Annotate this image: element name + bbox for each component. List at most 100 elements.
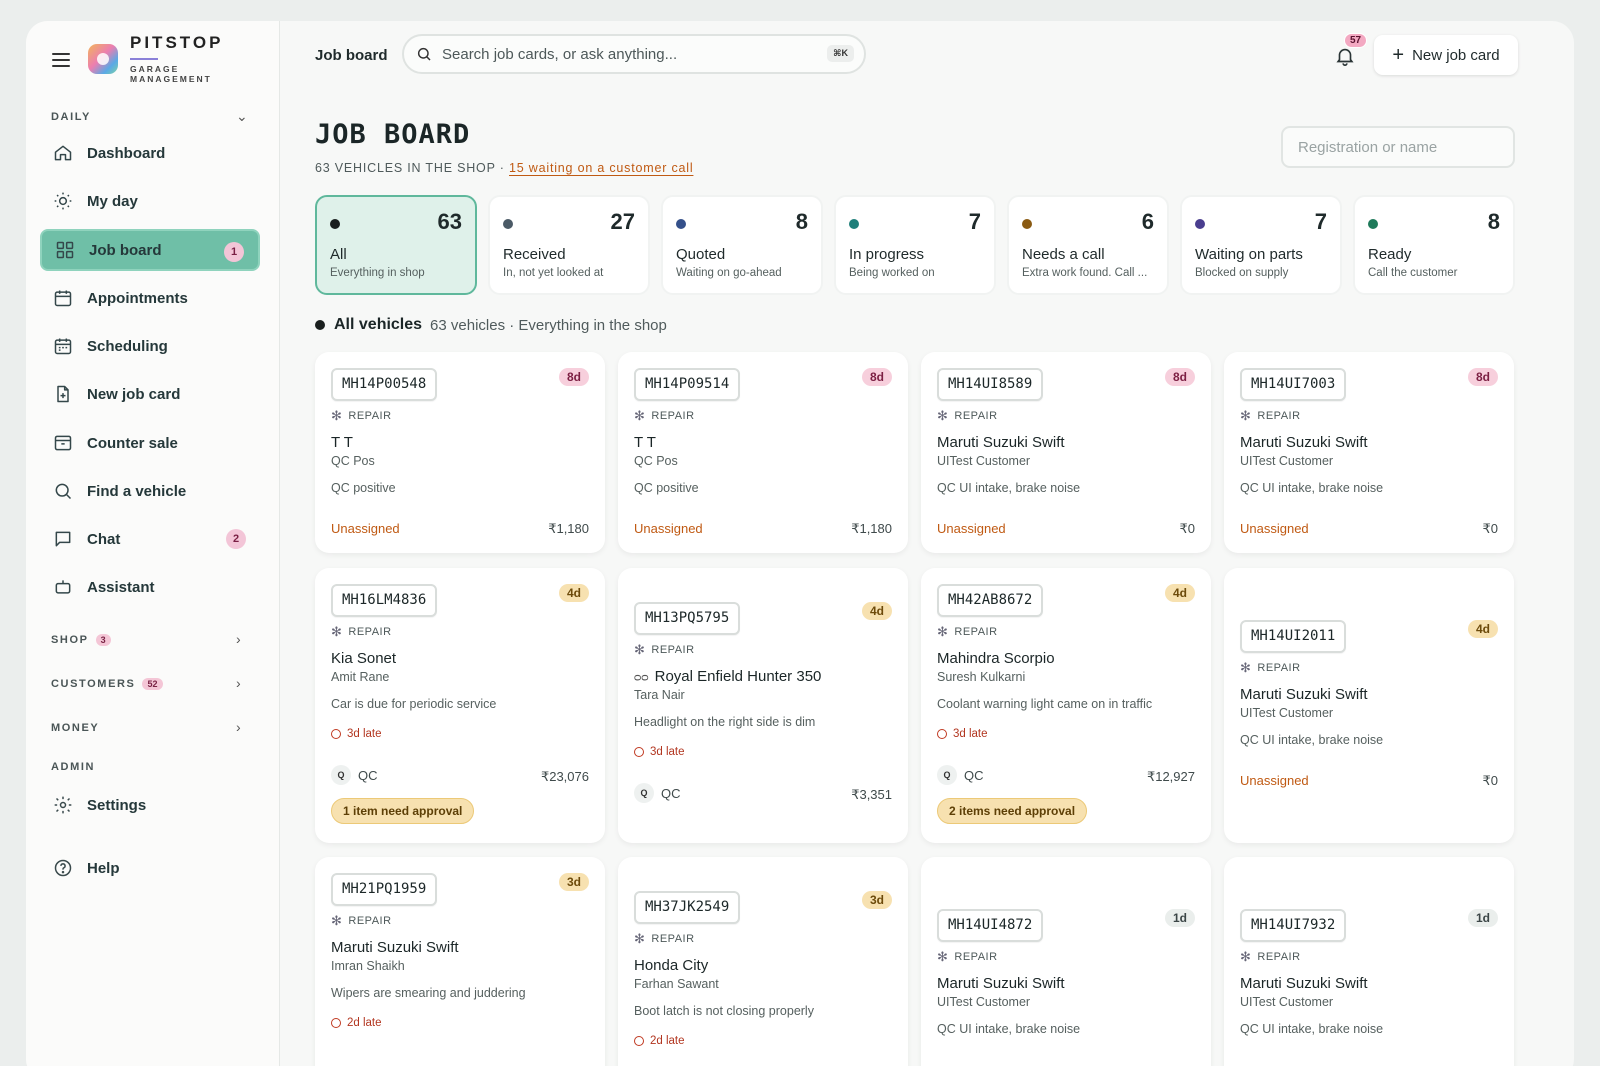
- job-card[interactable]: MH14UI7003 8d ✻ REPAIR Maruti Suzuki Swift UI…: [1224, 352, 1514, 553]
- age-badge: 8d: [1467, 368, 1498, 386]
- stat-filter-all[interactable]: 63 All Everything in shop: [315, 195, 477, 295]
- sidebar-item-label: Scheduling: [87, 337, 168, 355]
- sidebar-item-label: Find a vehicle: [87, 482, 187, 500]
- assignee-status[interactable]: Unassigned: [634, 521, 703, 536]
- sidebar-item-assistant[interactable]: Assistant: [40, 566, 260, 608]
- late-indicator: 3d late: [634, 746, 685, 758]
- sidebar-item-dashboard[interactable]: Dashboard: [40, 132, 260, 174]
- job-issue: QC UI intake, brake noise: [937, 481, 1081, 495]
- sidebar-item-find-a-vehicle[interactable]: Find a vehicle: [40, 470, 260, 512]
- job-amount: ₹1,180: [548, 521, 589, 536]
- sidebar-item-counter-sale[interactable]: Counter sale: [40, 422, 260, 464]
- job-card[interactable]: MH13PQ5795 4d ✻ REPAIR ᴑᴑ Royal Enfield Hunte…: [618, 568, 908, 843]
- job-issue: Boot latch is not closing properly: [634, 1004, 814, 1018]
- menu-icon[interactable]: [52, 53, 70, 67]
- section-money[interactable]: MONEY: [51, 722, 99, 734]
- stat-filter-needs-a-call[interactable]: 6 Needs a call Extra work found. Call ...: [1007, 195, 1169, 295]
- stat-filter-ready[interactable]: 8 Ready Call the customer: [1353, 195, 1515, 295]
- job-card[interactable]: MH14UI2011 4d ✻ REPAIR Maruti Suzuki Swift UI…: [1224, 568, 1514, 843]
- job-issue: Coolant warning light came on in traffic: [937, 697, 1153, 711]
- job-card[interactable]: MH14UI7932 1d ✻ REPAIR Maruti Suzuki Swift UI…: [1224, 857, 1514, 1066]
- vehicle-name: Kia Sonet: [331, 650, 396, 667]
- license-plate: MH37JK2549: [634, 891, 741, 924]
- technician: Q QC: [331, 765, 378, 785]
- job-type-label: REPAIR: [954, 626, 998, 638]
- job-card[interactable]: MH14P00548 8d ✻ REPAIR T T QC Pos QC positive U…: [315, 352, 605, 553]
- repair-icon: ✻: [634, 931, 646, 946]
- license-plate: MH14P00548: [331, 368, 438, 401]
- page-subtitle: 63 VEHICLES IN THE SHOP · 15 waiting on …: [315, 161, 693, 175]
- approval-badge[interactable]: 2 items need approval: [937, 798, 1088, 824]
- assignee-status[interactable]: Unassigned: [1240, 521, 1309, 536]
- bell-icon[interactable]: [1334, 45, 1356, 67]
- job-card[interactable]: MH14UI8589 8d ✻ REPAIR Maruti Suzuki Swift UI…: [921, 352, 1211, 553]
- license-plate: MH14P09514: [634, 368, 741, 401]
- gear-icon: [52, 794, 74, 816]
- chevron-right-icon[interactable]: ›: [236, 675, 241, 691]
- age-badge: 4d: [1467, 620, 1498, 638]
- vehicle-name-text: Maruti Suzuki Swift: [331, 939, 459, 956]
- waiting-call-link[interactable]: 15 waiting on a customer call: [509, 161, 694, 175]
- stat-filter-received[interactable]: 27 Received In, not yet looked at: [488, 195, 650, 295]
- section-shop[interactable]: SHOP 3: [51, 634, 111, 646]
- pitstop-logo: [88, 44, 118, 74]
- job-type: ✻ REPAIR: [331, 624, 392, 640]
- job-type: ✻ REPAIR: [331, 408, 392, 424]
- job-type-label: REPAIR: [348, 626, 392, 638]
- stat-count: 63: [437, 209, 462, 234]
- job-amount: ₹23,076: [540, 769, 589, 784]
- job-card[interactable]: MH14UI4872 1d ✻ REPAIR Maruti Suzuki Swift UI…: [921, 857, 1211, 1066]
- job-type-label: REPAIR: [348, 915, 392, 927]
- stat-description: Extra work found. Call ...: [1022, 267, 1148, 279]
- job-amount: ₹12,927: [1146, 769, 1195, 784]
- main-area: Job board Search job cards, or ask anyth…: [281, 21, 1574, 1066]
- job-card[interactable]: MH37JK2549 3d ✻ REPAIR Honda City Farhan Sawa…: [618, 857, 908, 1066]
- sidebar-item-badge: 1: [224, 242, 244, 262]
- section-daily[interactable]: DAILY: [51, 111, 91, 123]
- sidebar-item-label: New job card: [87, 385, 181, 403]
- sidebar-item-my-day[interactable]: My day: [40, 180, 260, 222]
- chevron-right-icon[interactable]: ›: [236, 719, 241, 735]
- late-text: 3d late: [650, 746, 685, 758]
- assignee-status[interactable]: Unassigned: [1240, 773, 1309, 788]
- chevron-right-icon[interactable]: ›: [236, 631, 241, 647]
- stat-filter-waiting-on-parts[interactable]: 7 Waiting on parts Blocked on supply: [1180, 195, 1342, 295]
- stat-description: Blocked on supply: [1195, 267, 1289, 279]
- sidebar-item-settings[interactable]: Settings: [40, 784, 260, 826]
- stat-filter-in-progress[interactable]: 7 In progress Being worked on: [834, 195, 996, 295]
- assignee-status[interactable]: Unassigned: [331, 521, 400, 536]
- section-customers[interactable]: CUSTOMERS 52: [51, 678, 163, 690]
- vehicle-name: Maruti Suzuki Swift: [1240, 686, 1368, 703]
- vehicle-name-text: T T: [331, 434, 353, 451]
- group-name: All vehicles: [334, 316, 423, 333]
- approval-badge[interactable]: 1 item need approval: [331, 798, 475, 824]
- job-card[interactable]: MH21PQ1959 3d ✻ REPAIR Maruti Suzuki Swift Im…: [315, 857, 605, 1066]
- stat-description: Waiting on go-ahead: [676, 267, 782, 279]
- search-input[interactable]: Search job cards, or ask anything... ⌘K: [402, 34, 866, 74]
- sidebar-item-scheduling[interactable]: Scheduling: [40, 325, 260, 367]
- customer-name: Imran Shaikh: [331, 959, 405, 973]
- registration-search-input[interactable]: [1281, 126, 1515, 168]
- age-badge: 3d: [861, 891, 892, 909]
- job-card[interactable]: MH14P09514 8d ✻ REPAIR T T QC Pos QC positive U…: [618, 352, 908, 553]
- stat-filter-quoted[interactable]: 8 Quoted Waiting on go-ahead: [661, 195, 823, 295]
- stat-label: Ready: [1368, 246, 1412, 263]
- chevron-down-icon[interactable]: ⌄: [236, 108, 248, 124]
- new-job-card-button[interactable]: + New job card: [1374, 35, 1518, 75]
- job-type: ✻ REPAIR: [1240, 949, 1301, 965]
- notification-badge: 57: [1344, 33, 1368, 48]
- assignee-status[interactable]: Unassigned: [937, 521, 1006, 536]
- age-badge: 1d: [1467, 909, 1498, 927]
- job-card[interactable]: MH16LM4836 4d ✻ REPAIR Kia Sonet Amit Rane Car…: [315, 568, 605, 843]
- sidebar-item-help[interactable]: Help: [40, 847, 260, 889]
- job-type: ✻ REPAIR: [937, 624, 998, 640]
- sidebar-item-job-board[interactable]: Job board 1: [40, 229, 260, 271]
- repair-icon: ✻: [1240, 408, 1252, 423]
- job-card[interactable]: MH42AB8672 4d ✻ REPAIR Mahindra Scorpio Sures…: [921, 568, 1211, 843]
- sidebar-item-new-job-card[interactable]: New job card: [40, 373, 260, 415]
- sidebar-item-appointments[interactable]: Appointments: [40, 277, 260, 319]
- sidebar-item-chat[interactable]: Chat 2: [40, 518, 260, 560]
- clock-icon: [634, 747, 644, 757]
- vehicle-name-text: T T: [634, 434, 656, 451]
- app-window: PITSTOP GARAGE MANAGEMENT DAILY ⌄ Dashbo…: [26, 21, 1574, 1066]
